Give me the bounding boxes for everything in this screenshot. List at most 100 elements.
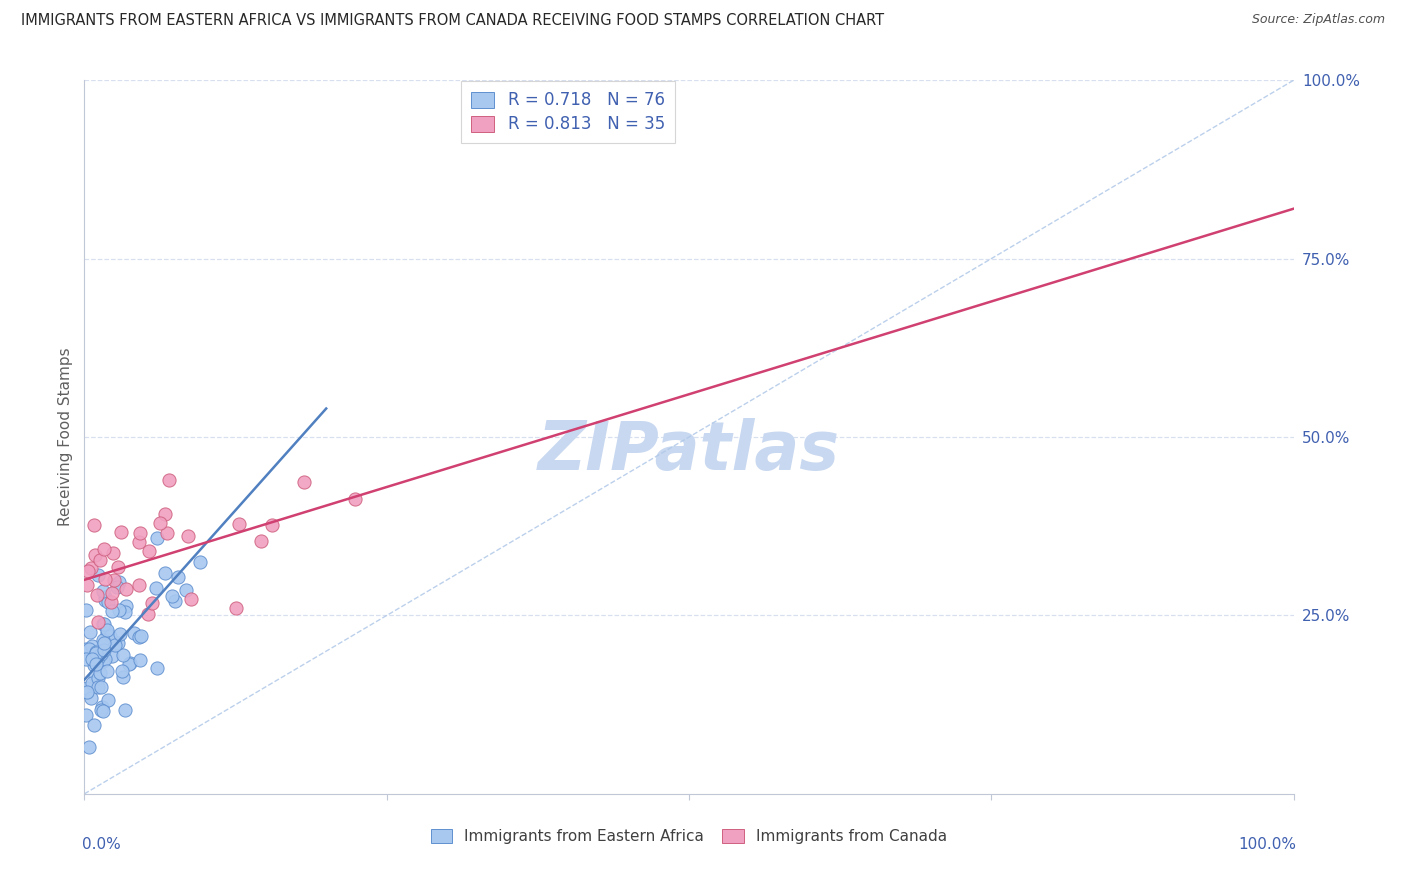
Point (146, 661, 169, 675)
Point (129, 525, 152, 540)
Point (76, 681, 98, 696)
Point (167, 570, 190, 584)
Point (76, 684, 98, 698)
Point (93, 542, 115, 557)
Point (131, 629, 153, 643)
Point (96, 623, 118, 637)
Point (138, 544, 160, 558)
Point (128, 535, 150, 549)
Point (97, 595, 120, 609)
Point (75, 707, 97, 722)
Point (90, 700, 112, 714)
Point (90, 702, 112, 716)
Point (188, 555, 211, 569)
Point (110, 627, 132, 641)
Point (115, 599, 138, 613)
Point (93, 654, 115, 668)
Point (76, 578, 98, 592)
Point (91, 633, 114, 648)
Point (84, 657, 107, 671)
Point (89, 553, 111, 567)
Point (103, 573, 125, 587)
Point (86, 588, 108, 602)
Point (93, 642, 115, 657)
Point (344, 491, 367, 506)
Point (115, 582, 138, 596)
Point (86, 681, 108, 695)
Point (82, 652, 104, 666)
Point (94, 652, 117, 666)
Legend: Immigrants from Eastern Africa, Immigrants from Canada: Immigrants from Eastern Africa, Immigran… (425, 822, 953, 850)
Point (77, 564, 100, 578)
Point (129, 652, 152, 666)
Point (136, 607, 159, 621)
Point (107, 636, 129, 650)
Y-axis label: Receiving Food Stamps: Receiving Food Stamps (58, 348, 73, 526)
Point (90, 680, 112, 694)
Point (176, 529, 198, 543)
Point (111, 664, 134, 678)
Point (96, 626, 118, 640)
Point (84, 548, 107, 562)
Point (174, 583, 197, 598)
Point (100, 604, 122, 618)
Point (82, 675, 104, 690)
Point (93, 616, 115, 631)
Point (89, 665, 111, 680)
Point (83, 657, 105, 672)
Point (128, 577, 150, 591)
Point (112, 670, 135, 684)
Point (180, 591, 202, 606)
Point (87, 651, 110, 665)
Point (101, 649, 124, 664)
Point (90, 647, 112, 661)
Point (157, 473, 180, 487)
Point (141, 596, 163, 610)
Point (94, 591, 117, 605)
Point (292, 475, 315, 489)
Point (77, 739, 100, 754)
Point (262, 518, 284, 533)
Point (76, 685, 98, 699)
Text: Source: ZipAtlas.com: Source: ZipAtlas.com (1251, 13, 1385, 27)
Point (107, 559, 129, 574)
Point (75, 651, 97, 665)
Point (145, 581, 167, 595)
Point (83, 718, 105, 732)
Point (110, 525, 132, 540)
Point (94, 573, 117, 587)
Point (87, 615, 110, 630)
Point (120, 657, 142, 671)
Point (156, 525, 179, 540)
Point (84, 645, 107, 659)
Point (91, 704, 114, 718)
Point (114, 703, 136, 717)
Point (149, 516, 172, 530)
Point (77, 641, 100, 656)
Point (80, 560, 103, 574)
Point (79, 624, 101, 639)
Point (228, 517, 250, 532)
Point (111, 648, 134, 662)
Point (114, 605, 136, 619)
Point (94, 592, 117, 607)
Point (98, 628, 121, 642)
Point (105, 581, 128, 595)
Text: ZIPatlas: ZIPatlas (538, 418, 839, 484)
Point (87, 643, 110, 657)
Point (84, 646, 107, 660)
Point (100, 595, 122, 609)
Point (87, 671, 110, 685)
Point (75, 641, 97, 656)
Point (117, 657, 139, 671)
Point (104, 638, 127, 652)
Text: 0.0%: 0.0% (82, 837, 121, 852)
Point (87, 568, 110, 582)
Point (83, 518, 105, 533)
Point (75, 603, 97, 617)
Point (108, 603, 131, 617)
Point (96, 665, 118, 679)
Point (93, 635, 115, 649)
Point (122, 625, 145, 640)
Point (225, 601, 247, 615)
